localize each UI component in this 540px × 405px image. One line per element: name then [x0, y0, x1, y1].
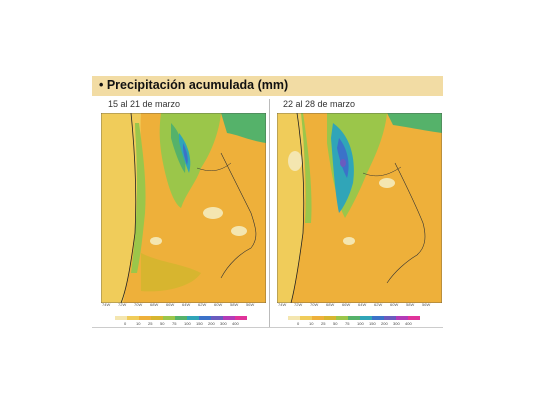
- legend-swatch: [139, 316, 151, 320]
- legend-swatch: [348, 316, 360, 320]
- legend-label: 100: [357, 321, 364, 326]
- legend-label: 75: [172, 321, 177, 326]
- legend-swatch: [336, 316, 348, 320]
- tick-label: 64W: [182, 302, 191, 307]
- legend-swatch: [324, 316, 336, 320]
- tick-label: 62W: [374, 302, 383, 307]
- legend-label: 0: [297, 321, 300, 326]
- tick-label: 62W: [198, 302, 207, 307]
- tick-label: 64W: [358, 302, 367, 307]
- legend-swatch: [163, 316, 175, 320]
- legend-swatch: [360, 316, 372, 320]
- legend-swatch: [175, 316, 187, 320]
- legend-label: 300: [393, 321, 400, 326]
- legend-swatch: [300, 316, 312, 320]
- tick-label: 66W: [166, 302, 175, 307]
- lon-ticks-left: 74W 72W 70W 68W 66W 64W 62W 60W 58W 56W: [101, 302, 266, 310]
- legend-label: 0: [124, 321, 127, 326]
- legend-label: 50: [333, 321, 338, 326]
- legend-swatch: [372, 316, 384, 320]
- legend-label: 400: [405, 321, 412, 326]
- color-legend-left: 0 10 25 50 75 100 150 200 300 400: [115, 316, 255, 326]
- legend-colorbar: [115, 316, 247, 320]
- legend-label: 10: [309, 321, 314, 326]
- legend-swatch: [396, 316, 408, 320]
- lon-ticks-right: 74W 72W 70W 68W 66W 64W 62W 60W 58W 56W: [277, 302, 442, 310]
- legend-label: 25: [321, 321, 326, 326]
- legend-label: 10: [136, 321, 141, 326]
- tick-label: 56W: [422, 302, 431, 307]
- tick-label: 56W: [246, 302, 255, 307]
- tick-label: 68W: [150, 302, 159, 307]
- tick-label: 74W: [278, 302, 287, 307]
- legend-label: 100: [184, 321, 191, 326]
- legend-swatch: [288, 316, 300, 320]
- section-header: • Precipitación acumulada (mm): [92, 76, 443, 96]
- legend-label: 50: [160, 321, 165, 326]
- tick-label: 58W: [406, 302, 415, 307]
- section-title: • Precipitación acumulada (mm): [99, 78, 289, 92]
- legend-label: 150: [196, 321, 203, 326]
- legend-swatch: [127, 316, 139, 320]
- tick-label: 74W: [102, 302, 111, 307]
- legend-label: 400: [232, 321, 239, 326]
- tick-label: 60W: [214, 302, 223, 307]
- tick-label: 58W: [230, 302, 239, 307]
- tick-label: 70W: [310, 302, 319, 307]
- legend-swatch: [199, 316, 211, 320]
- legend-label: 25: [148, 321, 153, 326]
- tick-label: 70W: [134, 302, 143, 307]
- map-period-left: 15 al 21 de marzo: [108, 99, 181, 109]
- tick-label: 60W: [390, 302, 399, 307]
- tick-label: 72W: [118, 302, 127, 307]
- legend-label: 75: [345, 321, 350, 326]
- legend-swatch: [223, 316, 235, 320]
- bottom-rule: [92, 327, 443, 328]
- legend-swatch: [115, 316, 127, 320]
- tick-label: 72W: [294, 302, 303, 307]
- legend-swatch: [211, 316, 223, 320]
- legend-label: 200: [381, 321, 388, 326]
- legend-swatch: [151, 316, 163, 320]
- legend-swatch: [408, 316, 420, 320]
- tick-label: 68W: [326, 302, 335, 307]
- legend-swatch: [312, 316, 324, 320]
- precip-map-right: [277, 113, 442, 303]
- legend-label: 150: [369, 321, 376, 326]
- legend-colorbar: [288, 316, 420, 320]
- legend-label: 300: [220, 321, 227, 326]
- legend-label: 200: [208, 321, 215, 326]
- panel-divider: [269, 99, 270, 327]
- color-legend-right: 0 10 25 50 75 100 150 200 300 400: [288, 316, 428, 326]
- map-period-right: 22 al 28 de marzo: [283, 99, 356, 109]
- legend-swatch: [235, 316, 247, 320]
- legend-swatch: [384, 316, 396, 320]
- legend-swatch: [187, 316, 199, 320]
- tick-label: 66W: [342, 302, 351, 307]
- precip-map-left: [101, 113, 266, 303]
